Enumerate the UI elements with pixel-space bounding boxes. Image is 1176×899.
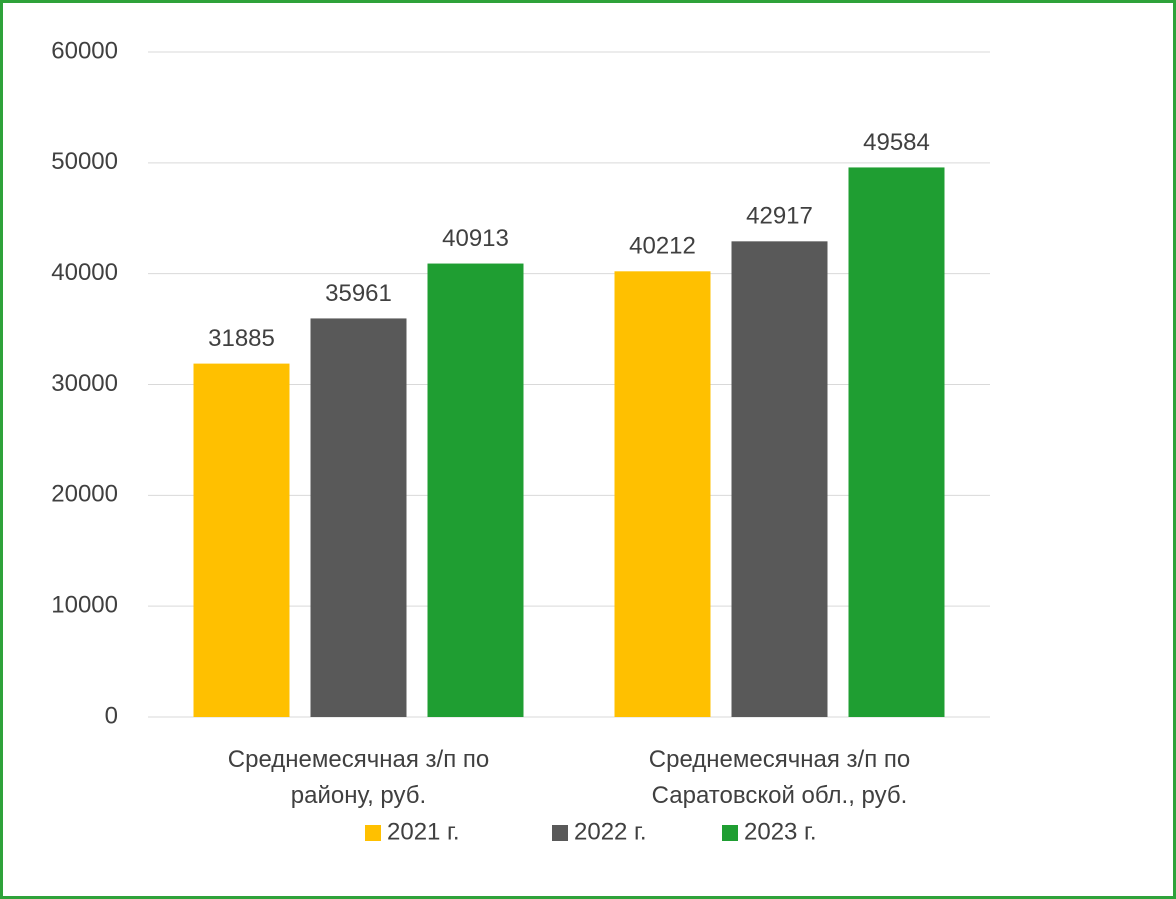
bar	[731, 241, 828, 717]
x-tick-label: Среднемесячная з/п по району, руб.	[227, 746, 490, 809]
legend-swatch	[552, 825, 568, 841]
bar	[614, 271, 711, 717]
x-tick-label: Среднемесячная з/п по Саратовской обл., …	[648, 746, 911, 809]
data-label: 42917	[746, 203, 813, 230]
y-tick-label: 0	[105, 702, 118, 729]
data-label: 40212	[629, 233, 696, 260]
data-label: 40913	[442, 225, 509, 252]
y-tick-label: 60000	[51, 37, 118, 64]
legend-swatch	[365, 825, 381, 841]
data-label: 49584	[863, 129, 930, 156]
y-tick-label: 20000	[51, 481, 118, 508]
y-tick-label: 50000	[51, 148, 118, 175]
legend-label: 2023 г.	[744, 818, 817, 845]
legend-label: 2021 г.	[387, 818, 460, 845]
bar	[427, 263, 524, 717]
data-label: 35961	[325, 280, 392, 307]
y-tick-label: 30000	[51, 370, 118, 397]
bar	[848, 167, 945, 718]
bar	[310, 318, 407, 717]
legend-swatch	[722, 825, 738, 841]
y-tick-label: 10000	[51, 592, 118, 619]
legend-label: 2022 г.	[574, 818, 647, 845]
y-tick-label: 40000	[51, 259, 118, 286]
bar	[193, 363, 290, 717]
data-label: 31885	[208, 325, 275, 352]
